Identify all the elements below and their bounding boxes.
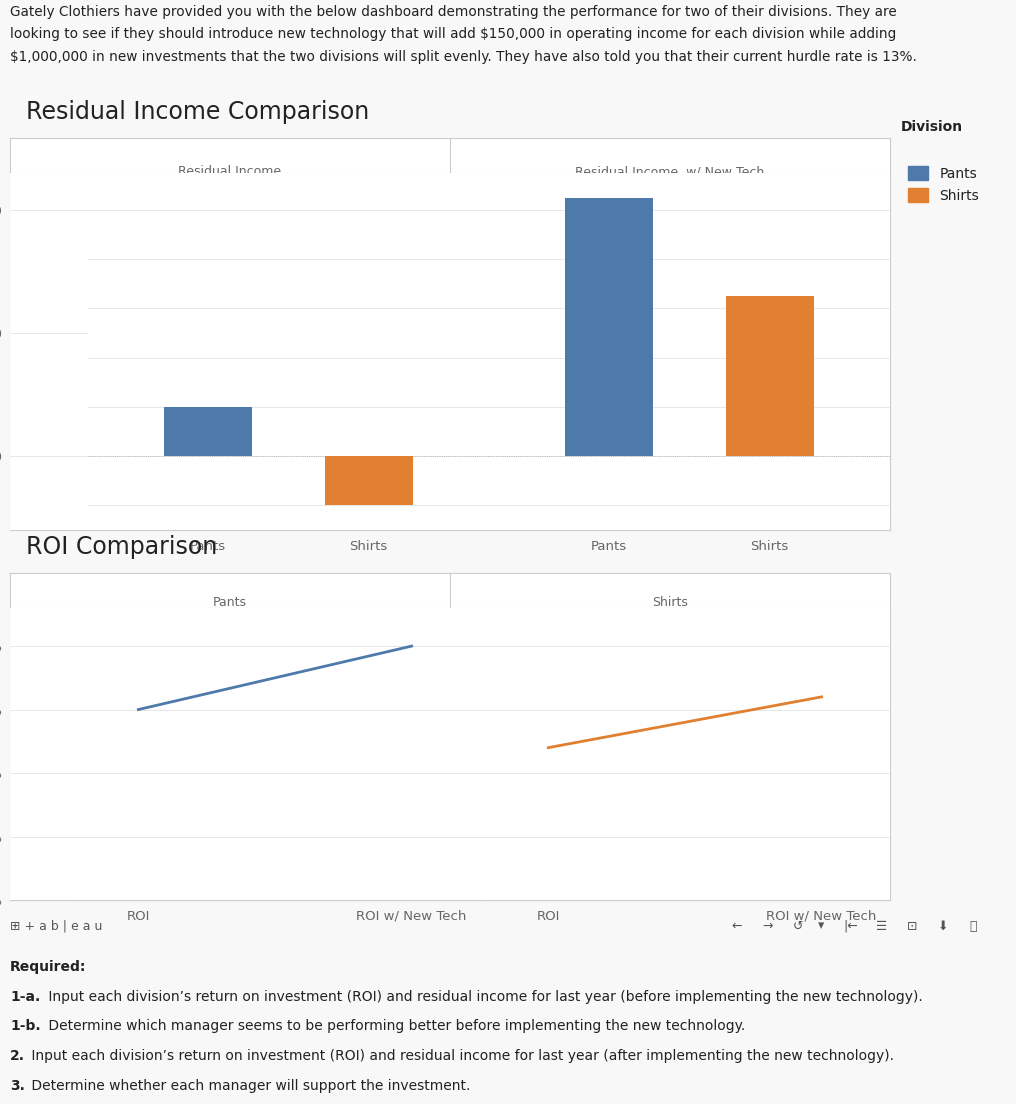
Text: ☰: ☰ — [876, 920, 888, 933]
Text: looking to see if they should introduce new technology that will add $150,000 in: looking to see if they should introduce … — [10, 28, 896, 41]
Text: Residual Income  w/ New Tech: Residual Income w/ New Tech — [575, 166, 765, 179]
Bar — [725, 296, 814, 456]
Text: Pants: Pants — [213, 596, 247, 609]
Text: ⛶: ⛶ — [969, 920, 977, 933]
Text: 1-b.: 1-b. — [10, 1019, 41, 1033]
Text: Residual Income Comparison: Residual Income Comparison — [25, 100, 369, 124]
Bar — [324, 456, 412, 506]
Text: $1,000,000 in new investments that the two divisions will split evenly. They hav: $1,000,000 in new investments that the t… — [10, 50, 916, 64]
Text: Determine which manager seems to be performing better before implementing the ne: Determine which manager seems to be perf… — [44, 1019, 745, 1033]
Text: 2.: 2. — [10, 1049, 25, 1063]
Text: ▾: ▾ — [818, 920, 824, 933]
Text: ↺: ↺ — [792, 920, 803, 933]
Text: 1-a.: 1-a. — [10, 989, 41, 1004]
Text: 3.: 3. — [10, 1079, 24, 1093]
Text: ⊞ + a b | e a u: ⊞ + a b | e a u — [10, 920, 103, 933]
Text: ROI Comparison: ROI Comparison — [25, 535, 217, 559]
Bar — [165, 407, 252, 456]
Legend: Pants, Shirts: Pants, Shirts — [902, 160, 985, 209]
Text: →: → — [762, 920, 772, 933]
Text: Residual Income: Residual Income — [179, 166, 281, 179]
Text: ←: ← — [732, 920, 742, 933]
Text: Division: Division — [901, 120, 963, 134]
Bar — [565, 198, 653, 456]
Text: Input each division’s return on investment (ROI) and residual income for last ye: Input each division’s return on investme… — [44, 989, 923, 1004]
Text: Shirts: Shirts — [652, 596, 688, 609]
Text: ⊡: ⊡ — [907, 920, 917, 933]
Text: |←: |← — [843, 920, 858, 933]
Text: Gately Clothiers have provided you with the below dashboard demonstrating the pe: Gately Clothiers have provided you with … — [10, 6, 897, 19]
Text: ⬇: ⬇ — [938, 920, 948, 933]
Text: Input each division’s return on investment (ROI) and residual income for last ye: Input each division’s return on investme… — [27, 1049, 894, 1063]
Text: Determine whether each manager will support the investment.: Determine whether each manager will supp… — [27, 1079, 470, 1093]
Text: Required:: Required: — [10, 960, 86, 974]
